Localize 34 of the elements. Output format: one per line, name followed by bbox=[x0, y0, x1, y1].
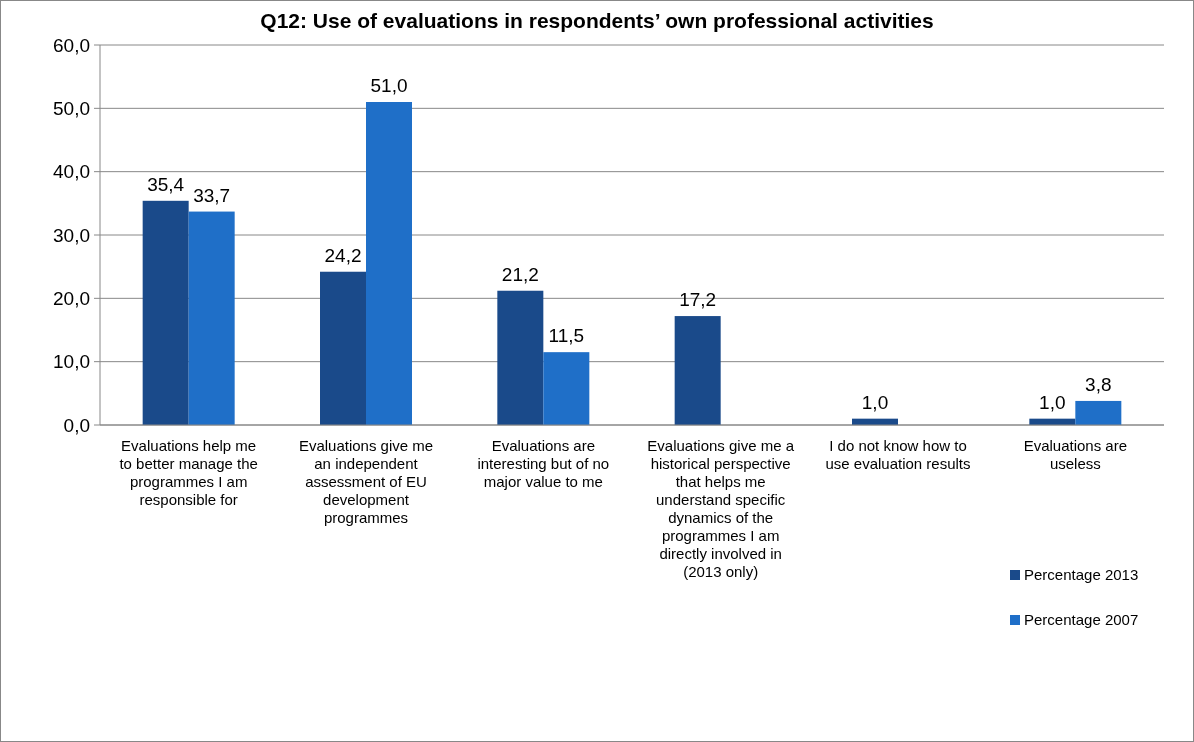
x-tick-label: I do not know how to use evaluation results bbox=[825, 437, 971, 472]
y-tick-label: 60,0 bbox=[53, 34, 90, 56]
x-tick-label: Evaluations give me an independent assessment of EU development programmes bbox=[298, 437, 434, 526]
bar bbox=[142, 200, 189, 425]
y-tick-label: 0,0 bbox=[63, 414, 90, 436]
bar bbox=[1075, 400, 1122, 425]
bar bbox=[366, 102, 412, 425]
data-label: 11,5 bbox=[548, 325, 585, 347]
data-label: 24,2 bbox=[324, 244, 362, 266]
y-tick-label: 20,0 bbox=[53, 287, 90, 309]
legend-label: Percentage 2007 bbox=[1024, 611, 1139, 629]
y-tick-label: 40,0 bbox=[53, 161, 90, 183]
bar bbox=[188, 211, 235, 425]
bar bbox=[497, 290, 544, 425]
legend-label: Percentage 2013 bbox=[1024, 566, 1139, 584]
data-label: 21,2 bbox=[501, 263, 539, 285]
x-tick-label: Evaluations are interesting but of no major value to me bbox=[477, 437, 610, 490]
bar bbox=[543, 352, 590, 425]
x-tick-label: Evaluations are useless bbox=[1023, 437, 1128, 472]
y-tick-label: 10,0 bbox=[53, 351, 90, 373]
y-tick-label: 50,0 bbox=[53, 97, 90, 119]
data-label: 17,2 bbox=[679, 289, 717, 311]
y-tick-label: 30,0 bbox=[53, 224, 90, 246]
data-label: 3,8 bbox=[1085, 373, 1112, 395]
data-label: 33,7 bbox=[193, 184, 231, 206]
x-tick-label: Evaluations help me to better manage the programmes I am responsible for bbox=[119, 437, 258, 508]
data-label: 35,4 bbox=[147, 173, 185, 195]
data-label: 51,0 bbox=[370, 75, 408, 96]
data-label: 1,0 bbox=[1039, 391, 1066, 413]
bar bbox=[320, 271, 366, 425]
chart-title: Q12: Use of evaluations in respondents’ own professional activities bbox=[260, 9, 934, 32]
x-tick-label: Evaluations give me a historical perspective that helps me understand specific dynamics of the programmes I am directly involved in (2013 only) bbox=[647, 437, 795, 580]
bar bbox=[674, 316, 721, 425]
data-label: 1,0 bbox=[861, 391, 889, 413]
